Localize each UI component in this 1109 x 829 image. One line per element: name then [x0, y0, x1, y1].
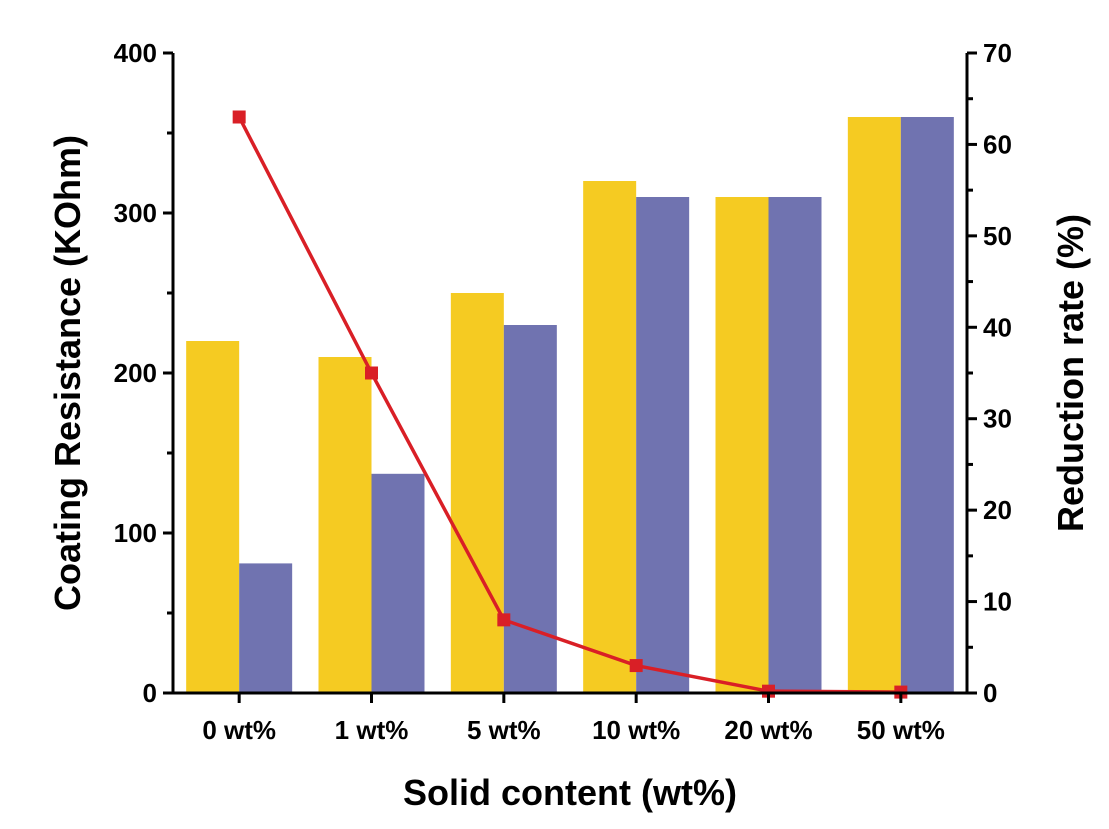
bar-series1-0 — [186, 341, 240, 693]
labels-layer: Solid content (wt%) Coating Resistance (… — [47, 135, 1091, 813]
line-marker-3 — [629, 659, 643, 673]
y-tick-label: 0 — [143, 678, 157, 708]
y-tick-label: 200 — [114, 358, 157, 388]
x-tick-label: 1 wt% — [335, 715, 409, 745]
line-marker-0 — [232, 110, 246, 124]
y-tick-label: 100 — [114, 518, 157, 548]
y2-tick-label: 30 — [983, 404, 1012, 434]
y2-tick-label: 60 — [983, 129, 1012, 159]
bars-layer — [186, 117, 954, 693]
y2-tick-label: 20 — [983, 495, 1012, 525]
y2-tick-label: 50 — [983, 221, 1012, 251]
line-marker-2 — [497, 613, 511, 627]
bar-series2-1 — [371, 473, 425, 693]
x-tick-label: 5 wt% — [467, 715, 541, 745]
bar-series2-5 — [900, 117, 954, 693]
bar-series1-5 — [847, 117, 901, 693]
x-tick-label: 10 wt% — [592, 715, 680, 745]
y2-tick-label: 10 — [983, 587, 1012, 617]
axes-layer: 0 100 200 300 400 0 10 20 30 40 50 60 70 0 wt% 1 wt% 5 … — [114, 38, 1012, 745]
y2-axis-title: Reduction rate (%) — [1050, 214, 1091, 532]
y-axis-title: Coating Resistance (KOhm) — [47, 135, 88, 611]
x-tick-label: 20 wt% — [724, 715, 812, 745]
x-axis-title: Solid content (wt%) — [403, 772, 737, 813]
y-tick-label: 400 — [114, 38, 157, 68]
bar-series1-1 — [318, 357, 372, 693]
x-tick-label: 0 wt% — [202, 715, 276, 745]
line-layer — [232, 110, 908, 699]
bar-series2-4 — [768, 197, 822, 693]
y-tick-label: 300 — [114, 198, 157, 228]
bar-series1-2 — [450, 293, 504, 693]
y2-tick-label: 70 — [983, 38, 1012, 68]
bar-series2-2 — [503, 325, 557, 693]
line-marker-1 — [365, 366, 378, 380]
x-tick-label: 50 wt% — [857, 715, 945, 745]
bar-series1-3 — [583, 181, 637, 693]
bar-series1-4 — [715, 197, 769, 693]
y2-tick-label: 40 — [983, 312, 1012, 342]
bar-series2-3 — [636, 197, 690, 693]
bar-series2-0 — [239, 563, 293, 693]
line-series-path — [237, 116, 901, 694]
y2-tick-label: 0 — [983, 678, 997, 708]
